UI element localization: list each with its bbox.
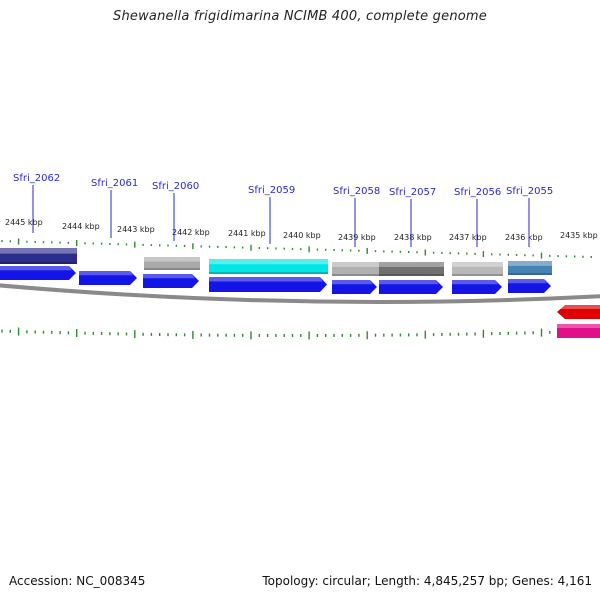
feature-box-sfri_2059[interactable]	[209, 259, 328, 274]
feature-box-sfri_2056[interactable]	[452, 262, 503, 276]
genome-backbone	[0, 283, 600, 304]
cds-arrow-sfri_2059[interactable]	[209, 277, 327, 292]
cds-arrow-sfri_2060[interactable]	[143, 274, 199, 288]
kbp-tick-label: 2445 kbp	[5, 218, 43, 227]
feature-track	[0, 248, 552, 276]
top-tick-row	[1, 238, 592, 259]
kbp-tick-label: 2435 kbp	[560, 231, 598, 240]
genome-summary-label: Topology: circular; Length: 4,845,257 bp…	[262, 574, 592, 588]
kbp-tick-label: 2443 kbp	[117, 225, 155, 234]
gene-label-sfri_2060[interactable]: Sfri_2060	[152, 181, 199, 192]
kbp-tick-label: 2444 kbp	[62, 222, 100, 231]
kbp-tick-label: 2439 kbp	[338, 233, 376, 242]
kbp-scale: 2445 kbp 2444 kbp 2443 kbp 2442 kbp 2441 kbp…	[5, 218, 598, 242]
kbp-tick-label: 2438 kbp	[394, 233, 432, 242]
cds-arrow-sfri_2058[interactable]	[332, 280, 377, 294]
feature-box-sfri_2062[interactable]	[0, 248, 77, 264]
gene-label-sfri_2061[interactable]: Sfri_2061	[91, 178, 138, 189]
gene-label-sfri_2057[interactable]: Sfri_2057	[389, 187, 436, 198]
gene-label-sfri_2056[interactable]: Sfri_2056	[454, 187, 501, 198]
gene-label-sfri_2059[interactable]: Sfri_2059	[248, 185, 295, 196]
cds-arrow-sfri_2062[interactable]	[0, 266, 76, 280]
kbp-tick-label: 2436 kbp	[505, 233, 543, 242]
cds-arrow-sfri_2056[interactable]	[452, 280, 502, 294]
kbp-tick-label: 2442 kbp	[172, 228, 210, 237]
cds-arrow-sfri_2061[interactable]	[79, 271, 137, 285]
feature-box-sfri_2055[interactable]	[508, 261, 552, 275]
gene-label-leaders	[32, 185, 530, 247]
accession-label: Accession: NC_008345	[9, 574, 146, 588]
gene-label-sfri_2055[interactable]: Sfri_2055	[506, 186, 553, 197]
rna-feature-red[interactable]	[557, 305, 600, 319]
kbp-tick-label: 2441 kbp	[228, 229, 266, 238]
kbp-tick-label: 2437 kbp	[449, 233, 487, 242]
feature-box-sfri_2057[interactable]	[379, 262, 444, 276]
feature-box-sfri_2058[interactable]	[332, 262, 379, 276]
rna-track	[557, 305, 600, 338]
cds-track	[0, 266, 551, 294]
gene-label-sfri_2058[interactable]: Sfri_2058	[333, 186, 380, 197]
gene-labels: Sfri_2062 Sfri_2061 Sfri_2060 Sfri_2059 Sfri…	[13, 173, 553, 198]
bottom-tick-row	[1, 327, 592, 340]
cds-arrow-sfri_2057[interactable]	[379, 280, 443, 294]
map-title: Shewanella frigidimarina NCIMB 400, comp…	[113, 9, 487, 24]
gene-label-sfri_2062[interactable]: Sfri_2062	[13, 173, 60, 184]
cds-arrow-sfri_2055[interactable]	[508, 279, 551, 293]
rna-feature-pink[interactable]	[557, 324, 600, 338]
feature-box-sfri_2060[interactable]	[144, 257, 200, 270]
kbp-tick-label: 2440 kbp	[283, 231, 321, 240]
